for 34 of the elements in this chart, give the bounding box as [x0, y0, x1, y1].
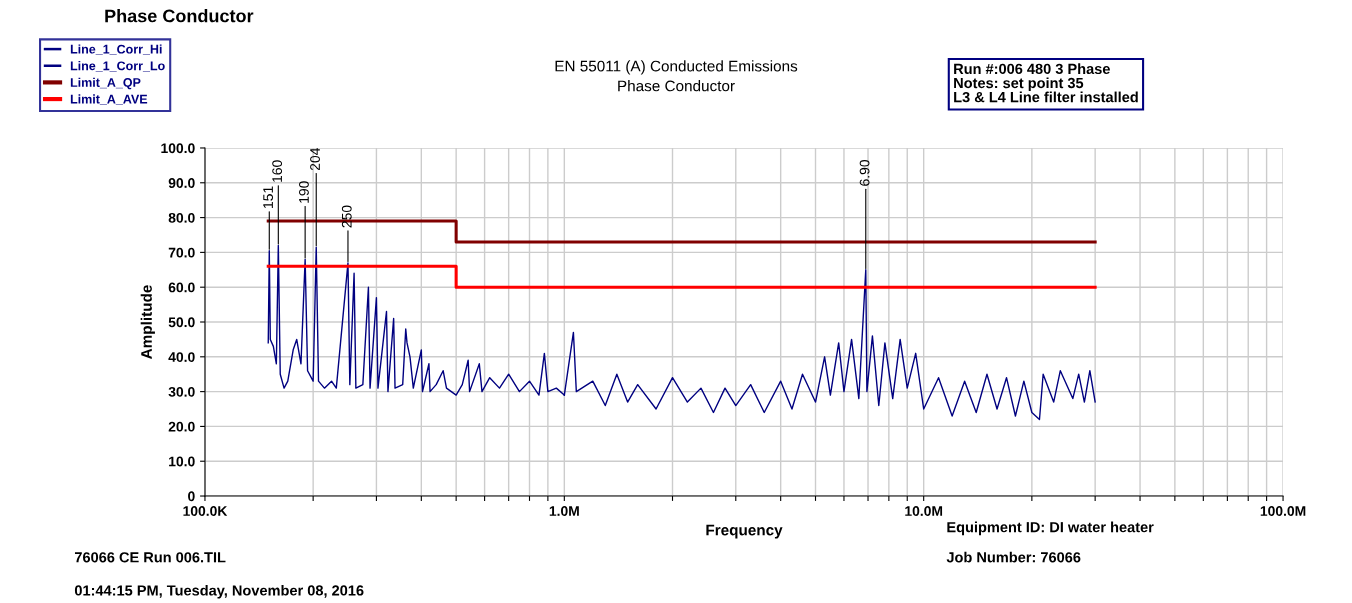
y-axis-title: Amplitude	[140, 285, 155, 359]
annotation: 151	[263, 186, 274, 208]
x-tick-label: 100.0K	[183, 506, 228, 516]
y-tick-label: 50.0	[168, 317, 195, 328]
text: 01:44:15 PM, Tuesday, November 08, 2016	[74, 584, 364, 599]
x-axis-title: Frequency	[706, 524, 783, 539]
y-tick-label: 100.0	[161, 143, 195, 154]
y-tick-label: 80.0	[168, 212, 195, 223]
x-tick-label: 1.0M	[549, 506, 579, 516]
text: 76066 CE Run 006.TIL	[74, 552, 226, 563]
annotation: 204	[310, 148, 320, 171]
x-tick-label: 100.0M	[1260, 506, 1306, 516]
annotation: 160	[272, 160, 283, 182]
text: Run #:006 480 3 Phase Notes: set point 35 L3 & L4 Line filter installed	[954, 63, 1138, 103]
legend-label: Line_1_Corr_Hi	[70, 44, 162, 55]
x-tick-label: 10.0M	[905, 506, 943, 516]
legend-label: Limit_A_AVE	[70, 94, 148, 105]
legend-label: Limit_A_QP	[70, 77, 141, 90]
y-tick-label: 40.0	[168, 352, 195, 362]
y-tick-label: 90.0	[168, 178, 195, 188]
annotation: 190	[299, 181, 309, 203]
y-tick-label: 70.0	[168, 247, 195, 258]
text: Job Number: 76066	[946, 551, 1081, 563]
y-tick-label: 0	[188, 491, 195, 502]
chart-title: Phase Conductor	[105, 9, 254, 23]
y-tick-label: 30.0	[168, 386, 195, 397]
annotation: 6.90	[859, 159, 870, 186]
annotation: 250	[341, 205, 352, 228]
chart-subtitle: EN 55011 (A) Conducted Emissions Phase Conductor	[555, 60, 798, 92]
y-tick-label: 20.0	[168, 421, 195, 432]
y-tick-label: 10.0	[169, 456, 195, 467]
y-tick-label: 60.0	[168, 282, 195, 293]
legend-label: Line_1_Corr_Lo	[70, 61, 165, 72]
text: Equipment ID: DI water heater	[947, 521, 1154, 536]
